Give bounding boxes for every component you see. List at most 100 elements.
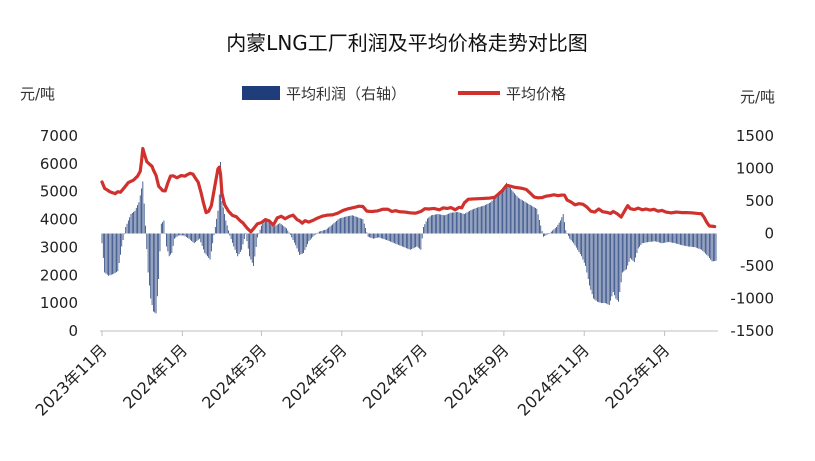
profit-bar [200,233,202,243]
profit-bar [205,233,207,255]
profit-bar [208,233,210,258]
right-tick-label: 500 [745,192,774,210]
profit-bar [283,226,285,234]
profit-bar [423,227,424,234]
profit-bar [545,233,547,236]
right-tick-label: -500 [740,257,774,275]
profit-bar [691,233,693,247]
profit-bar [640,233,642,245]
profit-bar [711,233,713,262]
profit-bar [272,227,274,234]
profit-bar [373,233,374,239]
profit-bar [653,233,655,242]
profit-bar [259,229,261,234]
profit-bar [243,233,245,239]
profit-bar [616,233,618,301]
left-axis-unit: 元/吨 [20,85,55,103]
profit-bar [611,233,613,297]
profit-bar [324,229,326,234]
profit-bar [689,233,691,247]
profit-bar [124,233,125,235]
profit-bar [561,217,563,234]
profit-bar [178,233,179,236]
profit-bar [585,233,586,266]
right-tick-label: 0 [764,225,774,243]
profit-bar [102,233,104,258]
profit-bar [512,191,514,234]
profit-bar [108,233,109,276]
profit-bar [293,233,295,243]
profit-bar [582,233,584,260]
profit-bar [390,233,391,242]
profit-bar [118,233,120,263]
profit-bar [486,204,488,234]
profit-bar [350,215,352,234]
profit-bar [665,233,667,243]
profit-bar [673,233,675,243]
profit-bar [645,233,647,243]
profit-bar [539,219,540,234]
profit-bar [419,233,420,249]
profit-bar [478,207,480,234]
profit-bar [276,224,278,234]
profit-bar [185,233,187,238]
legend-bar-label: 平均利润（右轴） [286,85,406,103]
profit-bar [133,211,135,234]
profit-bar [612,233,614,292]
profit-bar [636,233,638,253]
profit-bar [361,218,362,234]
right-tick-label: 1500 [736,127,774,145]
profit-bar [308,233,310,242]
profit-bar [391,233,393,243]
profit-bar [473,209,474,234]
profit-bar [392,233,394,243]
profit-bar [457,212,459,234]
profit-bar [631,233,633,260]
profit-bar [415,233,416,248]
profit-bar [540,225,542,234]
profit-bar [114,233,116,273]
profit-bar [510,188,511,234]
left-tick-label: 2000 [40,266,78,284]
profit-bar [354,216,356,234]
profit-bar [637,233,639,249]
profit-bar [654,233,656,242]
left-tick-label: 0 [68,322,78,340]
profit-bar [606,233,608,304]
profit-bar [669,233,671,243]
profit-bar [245,233,247,235]
profit-bar [550,231,552,234]
profit-bar [203,233,204,250]
profit-bar [569,233,571,239]
profit-bar [707,233,709,257]
profit-bar [313,233,315,236]
profit-bar [436,214,438,234]
profit-bar [597,233,598,302]
profit-bar [683,233,685,246]
profit-bar [159,233,161,252]
profit-bar [369,233,370,238]
profit-bar [196,233,198,241]
profit-bar [191,233,192,241]
profit-bar [523,201,525,234]
profit-bar [181,233,183,236]
profit-bar [685,233,687,246]
profit-bar [210,233,212,252]
profit-bar [499,192,501,234]
profit-bar [207,233,208,257]
profit-bar [403,233,405,248]
profit-bar [557,224,559,234]
profit-bar [705,233,706,254]
profit-bar [261,225,262,234]
profit-bar [541,231,543,234]
profit-bar [342,217,344,234]
profit-bar [639,233,640,247]
profit-bar [282,225,283,234]
profit-bar [330,225,332,234]
profit-bar [477,207,478,234]
right-axis-unit: 元/吨 [740,88,775,106]
x-tick-label: 2024年5月 [279,340,351,412]
x-tick-label: 2024年3月 [198,340,270,412]
profit-bar [558,222,560,234]
